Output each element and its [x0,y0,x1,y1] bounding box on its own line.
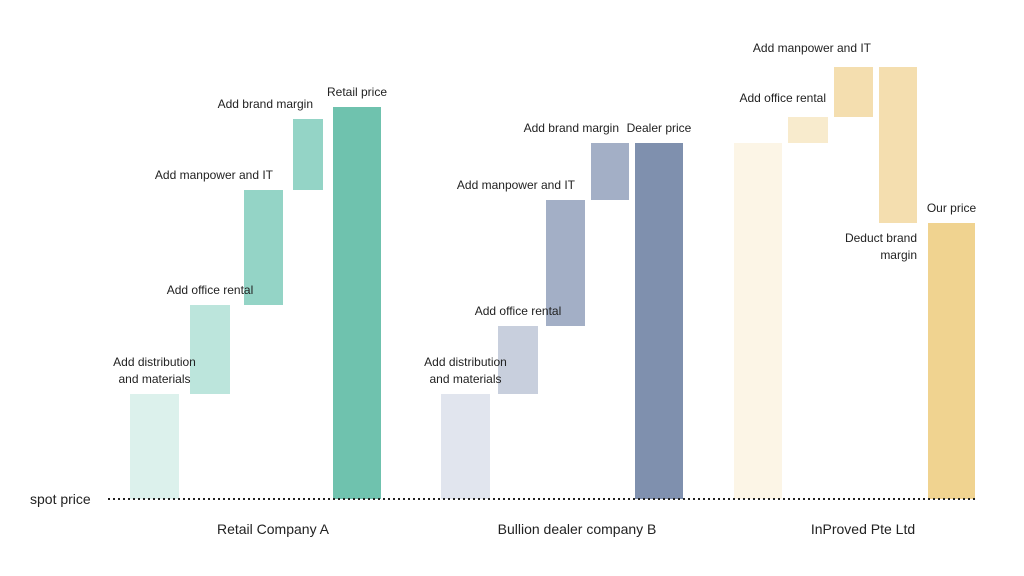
group-2-step-5-label: Dealer price [627,121,692,135]
group-3-step-3-label: Add manpower and IT [753,41,872,55]
group-3-step-4-bar [879,67,917,223]
group-2-step-2-bar [498,326,538,394]
baseline-label: spot price [30,491,91,507]
group-3-step-5-bar [928,223,975,499]
group-labels: Retail Company A Bullion dealer company B… [217,521,915,537]
group-1-step-1-bar [130,394,179,499]
group-2-step-3-bar [546,200,585,326]
group-label-3: InProved Pte Ltd [811,521,915,537]
group-1-step-5-label: Retail price [327,85,387,99]
group-1-step-5-bar [333,107,381,499]
group-1-step-4-label: Add brand margin [218,97,313,111]
group-3-step-2-label: Add office rental [739,91,826,105]
group-3-step-3-bar [834,67,873,117]
group-2-step-4-bar [591,143,629,200]
group-1-step-4-bar [293,119,323,190]
group-3-step-2-bar [788,117,828,143]
chart-bars [130,67,975,499]
group-2-step-5-bar [635,143,683,499]
group-2-step-4-label: Add brand margin [524,121,619,135]
group-2-step-1-bar [441,394,490,499]
group-1-step-3-label: Add manpower and IT [155,168,274,182]
group-1-step-2-bar [190,305,230,394]
group-2-step-2-label: Add office rental [475,304,562,318]
group-1-step-3-bar [244,190,283,305]
chart-step-labels: Add distribution and materials Add office … [113,41,976,386]
group-2-step-1-label: Add distribution and materials [424,355,507,386]
group-3-step-4-label: Deduct brand margin [845,231,917,262]
group-3-step-5-label: Our price [927,201,977,215]
group-label-2: Bullion dealer company B [498,521,657,537]
group-1-step-1-label: Add distribution and materials [113,355,196,386]
group-1-step-2-label: Add office rental [167,283,254,297]
group-label-1: Retail Company A [217,521,330,537]
group-3-step-1-bar [734,143,782,499]
group-2-step-3-label: Add manpower and IT [457,178,576,192]
